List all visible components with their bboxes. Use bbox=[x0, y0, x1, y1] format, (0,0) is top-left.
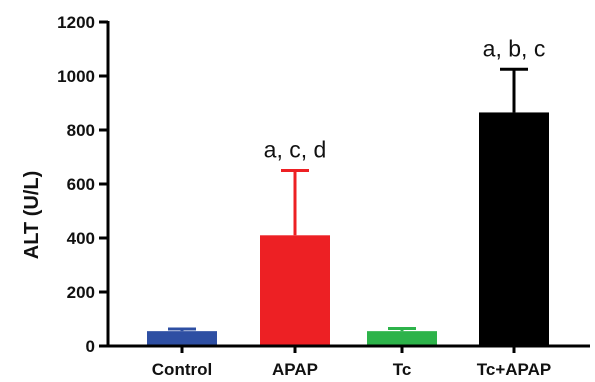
x-tick-label: Tc+APAP bbox=[477, 360, 551, 379]
bars: a, c, d a, b, c bbox=[147, 35, 549, 346]
annotation-apap: a, c, d bbox=[264, 137, 327, 163]
y-tick-label: 200 bbox=[67, 283, 95, 302]
bar-apap bbox=[260, 235, 330, 346]
y-tick-label: 400 bbox=[67, 229, 95, 248]
bar-tc bbox=[367, 331, 437, 346]
x-tick-label: APAP bbox=[272, 360, 318, 379]
annotation-tc-apap: a, b, c bbox=[483, 35, 546, 61]
y-tick-label: 800 bbox=[67, 121, 95, 140]
y-axis-title: ALT (U/L) bbox=[21, 171, 43, 260]
x-tick-label: Control bbox=[152, 360, 212, 379]
x-axis: Control APAP Tc Tc+APAP bbox=[107, 344, 590, 379]
y-tick-label: 1000 bbox=[57, 67, 95, 86]
x-tick-label: Tc bbox=[393, 360, 412, 379]
y-tick-label: 600 bbox=[67, 175, 95, 194]
bar-tc-apap bbox=[479, 112, 549, 346]
y-tick-label: 0 bbox=[86, 337, 95, 356]
y-axis: 0 200 400 600 800 1000 1200 bbox=[57, 13, 110, 356]
y-tick-label: 1200 bbox=[57, 13, 95, 32]
bar-control bbox=[147, 331, 217, 346]
